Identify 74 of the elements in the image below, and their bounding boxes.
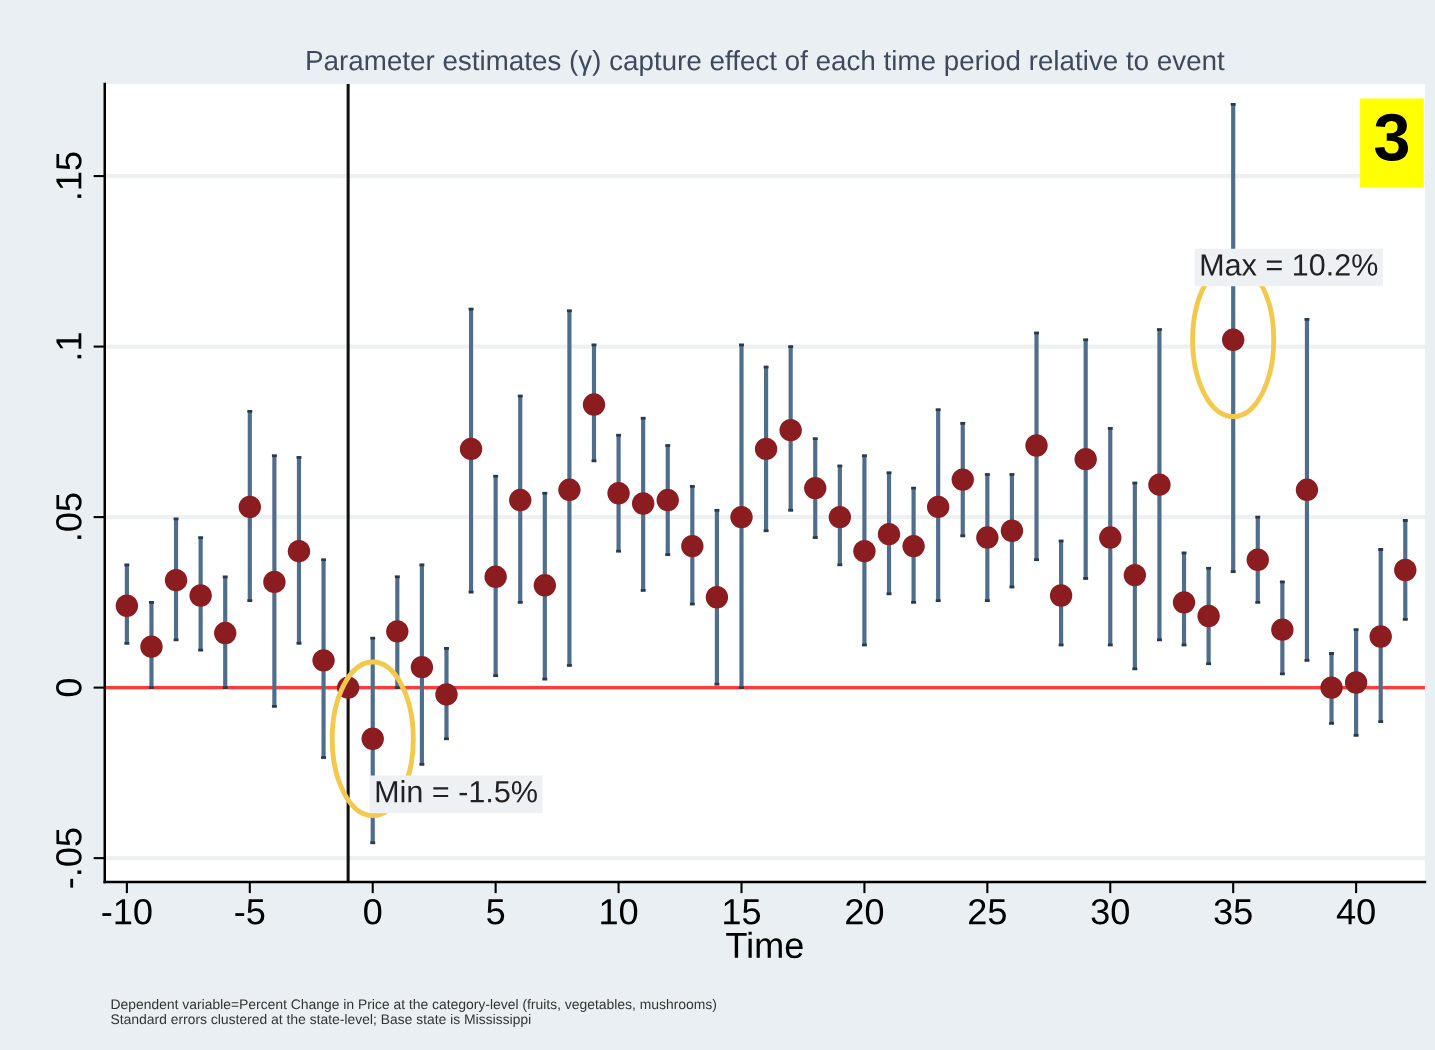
point bbox=[1369, 625, 1392, 648]
x-tick-label: 30 bbox=[1091, 898, 1129, 925]
point bbox=[1394, 558, 1417, 582]
y-tick-label: .1 bbox=[56, 333, 82, 359]
point bbox=[1246, 548, 1269, 571]
point bbox=[263, 570, 286, 594]
annotation: Max = 10.2% bbox=[1201, 254, 1378, 276]
point bbox=[164, 568, 188, 592]
chart-title: Parameter estimates (γ) capture effect of each time period relative to event bbox=[307, 49, 1225, 76]
point bbox=[951, 468, 974, 491]
point bbox=[1074, 447, 1097, 471]
point bbox=[631, 492, 655, 515]
point bbox=[656, 488, 679, 512]
x-tick-label: 25 bbox=[969, 898, 1006, 925]
point bbox=[853, 540, 876, 563]
point bbox=[1197, 604, 1220, 628]
point bbox=[214, 621, 237, 645]
point bbox=[681, 534, 704, 558]
x-tick-label: 15 bbox=[724, 899, 761, 925]
point bbox=[1295, 478, 1319, 502]
point bbox=[435, 683, 458, 706]
point bbox=[459, 437, 483, 461]
x-tick-label: 5 bbox=[487, 899, 505, 925]
point bbox=[1000, 519, 1024, 542]
x-axis-title: Time bbox=[726, 931, 803, 959]
annotation: Min = -1.5% bbox=[376, 780, 537, 803]
y-tick-label: .05 bbox=[56, 493, 82, 539]
x-tick-label: 20 bbox=[846, 898, 884, 925]
point bbox=[779, 418, 802, 442]
x-tick-label: 40 bbox=[1336, 898, 1375, 925]
x-tick-label: -5 bbox=[235, 899, 265, 925]
point bbox=[877, 522, 901, 546]
point bbox=[1148, 473, 1171, 496]
point bbox=[386, 620, 409, 643]
point bbox=[1172, 591, 1196, 614]
x-tick-label: 35 bbox=[1214, 898, 1252, 925]
point bbox=[140, 635, 163, 658]
point bbox=[926, 495, 950, 519]
point bbox=[607, 482, 630, 505]
annotation: 3 bbox=[1374, 113, 1409, 161]
x-tick-label: 10 bbox=[601, 898, 638, 925]
point bbox=[312, 649, 335, 672]
point bbox=[1123, 563, 1147, 587]
y-tick-label: -.05 bbox=[56, 828, 82, 888]
point bbox=[828, 505, 852, 529]
y-tick-label: .15 bbox=[56, 152, 82, 198]
point bbox=[705, 586, 729, 609]
point bbox=[1099, 526, 1122, 549]
point bbox=[558, 478, 581, 502]
x-tick-label: -10 bbox=[102, 898, 152, 925]
point bbox=[1222, 328, 1245, 351]
point bbox=[189, 584, 212, 607]
y-tick-label: 0 bbox=[56, 678, 82, 697]
point bbox=[976, 526, 999, 549]
text: Dependent variable=Percent Change in Price at the category-level (fruits, vegetables, mushrooms) Standard errors clustered at the state-level; Base state is Mississippi bbox=[111, 998, 717, 1027]
point bbox=[115, 594, 139, 617]
point bbox=[582, 393, 606, 416]
point bbox=[287, 540, 311, 563]
point bbox=[804, 476, 827, 500]
point bbox=[361, 727, 384, 750]
point bbox=[238, 495, 261, 519]
point bbox=[1271, 618, 1294, 641]
point bbox=[730, 505, 753, 529]
point bbox=[902, 534, 925, 558]
point bbox=[1025, 434, 1048, 457]
point bbox=[484, 565, 507, 588]
point bbox=[509, 488, 532, 512]
point bbox=[1320, 676, 1343, 699]
point bbox=[410, 655, 434, 679]
point bbox=[1344, 671, 1368, 694]
x-tick-label: 0 bbox=[364, 898, 382, 925]
point bbox=[754, 437, 778, 461]
point bbox=[533, 574, 557, 597]
point bbox=[1049, 584, 1073, 607]
